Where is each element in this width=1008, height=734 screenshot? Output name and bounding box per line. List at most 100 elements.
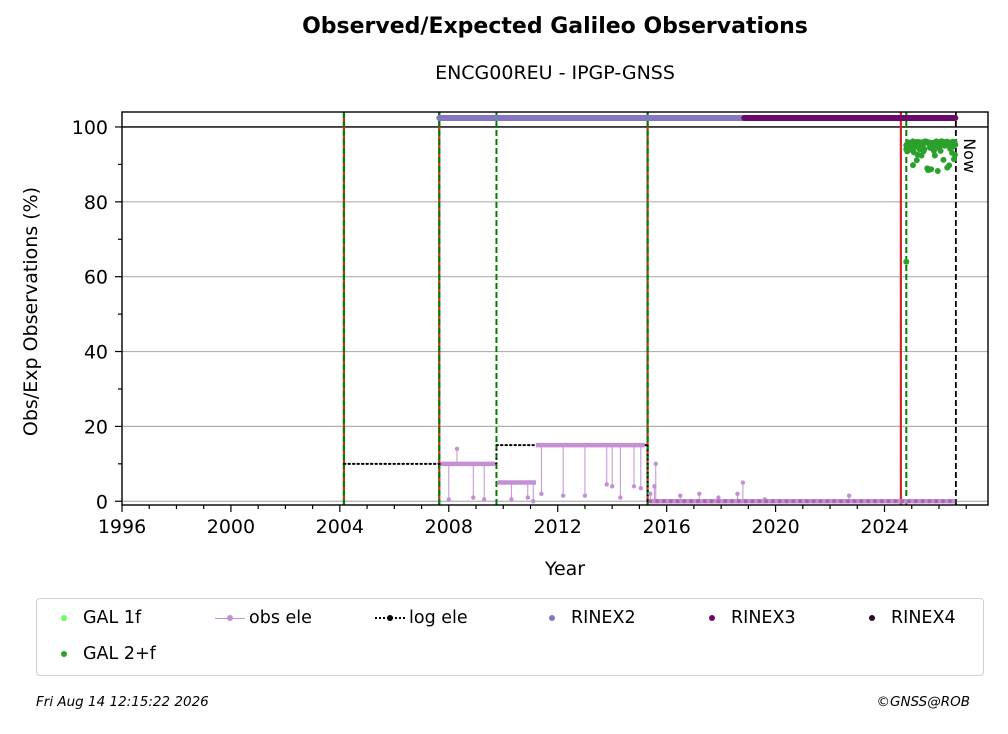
y-axis-label: Obs/Exp Observations (%) — [20, 187, 42, 436]
plot-frame — [121, 111, 989, 506]
obs-ele-point — [838, 499, 843, 504]
legend: GAL 1f obs ele log ele RINEX2 RINEX3 RINEX4 GA… — [36, 598, 984, 676]
legend-marker — [697, 608, 727, 628]
obs-ele-point — [804, 499, 809, 504]
obs-ele-point — [900, 499, 905, 504]
obs-ele-point — [832, 499, 837, 504]
obs-ele-point — [539, 491, 544, 496]
obs-ele-point — [723, 499, 728, 504]
obs-ele-point — [872, 499, 877, 504]
gal-2f-point — [937, 147, 944, 154]
obs-ele-point — [907, 499, 912, 504]
obs-ele-point — [716, 499, 721, 504]
legend-item-gal-2-f: GAL 2+f — [49, 641, 156, 667]
gal-2f-point — [952, 141, 959, 148]
obs-ele-point — [784, 499, 789, 504]
gal-2f-point — [903, 258, 910, 265]
obs-ele-point — [893, 499, 898, 504]
obs-ele-point — [934, 499, 939, 504]
obs-ele-point — [582, 493, 588, 498]
legend-label: RINEX2 — [571, 608, 636, 628]
legend-item-rinex4: RINEX4 — [857, 605, 956, 631]
gal-2f-point — [940, 156, 947, 163]
legend-item-rinex3: RINEX3 — [697, 605, 796, 631]
obs-ele-point — [618, 495, 623, 500]
obs-ele-point — [798, 499, 803, 504]
obs-ele-point — [509, 497, 514, 502]
x-axis-label: Year — [544, 558, 585, 580]
footer-copyright: ©GNSS@ROB — [876, 694, 971, 710]
now-label: Now — [960, 138, 979, 173]
obs-ele-point — [743, 499, 748, 504]
obs-ele-point — [879, 499, 884, 504]
obs-ele-point — [668, 499, 673, 504]
obs-ele-point — [648, 491, 653, 496]
gal-2f-point — [909, 162, 916, 169]
data-layer — [342, 115, 959, 504]
x-tick-label: 2020 — [751, 516, 799, 538]
obs-ele-point — [764, 499, 769, 504]
y-tick-label: 60 — [84, 267, 108, 289]
y-tick-label: 100 — [72, 117, 108, 139]
obs-ele-point — [454, 446, 460, 452]
legend-marker — [857, 608, 887, 628]
obs-ele-point — [661, 499, 666, 504]
obs-ele-point — [825, 499, 830, 504]
obs-ele-point — [852, 499, 857, 504]
obs-ele-point — [845, 499, 850, 504]
obs-ele-point — [697, 491, 702, 496]
obs-ele-point — [757, 499, 762, 504]
obs-ele-point — [702, 499, 707, 504]
obs-ele-point — [531, 499, 536, 504]
obs-ele-point — [750, 499, 755, 504]
legend-marker — [49, 644, 79, 664]
x-tick-label: 2000 — [207, 516, 255, 538]
y-tick-label: 80 — [84, 192, 108, 214]
obs-ele-point — [481, 497, 487, 502]
footer-timestamp: Fri Aug 14 12:15:22 2026 — [36, 694, 209, 710]
obs-ele-point — [682, 499, 687, 504]
obs-ele-point — [709, 499, 714, 504]
obs-ele-point — [941, 499, 946, 504]
gal-2f-point — [950, 156, 957, 163]
gal-2f-point — [928, 166, 935, 173]
obs-ele-point — [791, 499, 796, 504]
x-tick-label: 2016 — [642, 516, 690, 538]
legend-label: RINEX3 — [731, 608, 796, 628]
legend-marker — [215, 608, 245, 628]
obs-ele-point — [653, 461, 658, 467]
obs-ele-point — [777, 499, 782, 504]
obs-ele-point — [735, 491, 740, 496]
x-tick-label: 2024 — [860, 516, 908, 538]
x-tick-label: 1996 — [98, 516, 146, 538]
gal-2f-point — [946, 162, 953, 169]
legend-marker — [49, 608, 79, 628]
legend-item-rinex2: RINEX2 — [537, 605, 636, 631]
legend-label: RINEX4 — [891, 608, 956, 628]
obs-ele-point — [675, 499, 680, 504]
legend-item-gal-1f: GAL 1f — [49, 605, 141, 631]
observations-chart: Now 1996 2000 2004 2008 2012 2016 2020 2024 0 20 4… — [20, 111, 989, 580]
legend-marker — [375, 608, 405, 628]
obs-ele-point — [730, 499, 735, 504]
obs-ele-point — [886, 499, 891, 504]
obs-ele-point — [638, 485, 643, 491]
obs-ele-point — [920, 499, 925, 504]
obs-ele-point — [446, 497, 451, 502]
legend-label: obs ele — [249, 608, 312, 628]
obs-ele-point — [525, 495, 530, 500]
obs-ele-point — [471, 495, 476, 500]
legend-label: GAL 2+f — [83, 644, 156, 664]
legend-item-log-ele: log ele — [375, 605, 468, 631]
gal-2f-point — [931, 152, 938, 159]
obs-ele-point — [947, 499, 952, 504]
gal-2f-point — [913, 157, 920, 164]
obs-ele-point — [652, 484, 657, 489]
gal-2f-point — [951, 151, 958, 158]
obs-ele-point — [846, 493, 852, 498]
chart-subtitle: ENCG00REU - IPGP-GNSS — [435, 62, 675, 84]
obs-ele-point — [913, 499, 918, 504]
obs-ele-point — [866, 499, 871, 504]
obs-ele-point — [859, 499, 864, 504]
legend-label: log ele — [409, 608, 468, 628]
